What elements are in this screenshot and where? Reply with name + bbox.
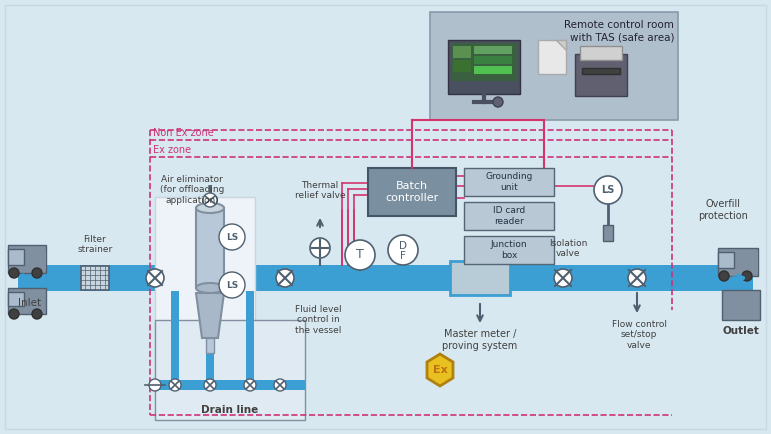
Bar	[582, 68, 620, 74]
Circle shape	[9, 309, 19, 319]
Polygon shape	[556, 40, 566, 50]
Bar	[8, 292, 24, 306]
Circle shape	[503, 271, 517, 285]
Text: Batch
controller: Batch controller	[386, 181, 439, 203]
Bar	[196, 208, 224, 288]
Bar	[464, 168, 554, 196]
Text: ID card
reader: ID card reader	[493, 206, 525, 226]
Text: Non Ex zone: Non Ex zone	[153, 128, 214, 138]
Circle shape	[9, 268, 19, 278]
Bar	[155, 320, 305, 420]
Circle shape	[219, 224, 245, 250]
Bar	[718, 248, 758, 276]
Ellipse shape	[196, 203, 224, 213]
Bar	[464, 202, 554, 230]
Bar	[474, 66, 512, 74]
Bar	[575, 54, 627, 96]
Circle shape	[388, 235, 418, 265]
Text: Flow control
set/stop
valve: Flow control set/stop valve	[611, 320, 666, 350]
Circle shape	[204, 379, 216, 391]
Bar	[451, 43, 517, 81]
Circle shape	[169, 379, 181, 391]
Circle shape	[276, 269, 294, 287]
Circle shape	[149, 379, 161, 391]
Bar	[8, 245, 46, 273]
Circle shape	[244, 379, 256, 391]
Bar	[722, 290, 760, 320]
Circle shape	[493, 97, 503, 107]
Bar	[206, 338, 214, 353]
Bar	[448, 40, 520, 94]
Circle shape	[274, 379, 286, 391]
Bar	[24, 252, 46, 270]
Text: Air eliminator
(for offloading
application): Air eliminator (for offloading applicati…	[160, 175, 224, 205]
Circle shape	[203, 193, 217, 207]
Bar	[734, 252, 758, 272]
Bar	[450, 261, 510, 295]
Circle shape	[628, 269, 646, 287]
Bar	[18, 265, 753, 291]
Text: Junction
box: Junction box	[490, 240, 527, 260]
Bar	[474, 56, 512, 64]
Text: F: F	[400, 251, 406, 261]
Text: with TAS (safe area): with TAS (safe area)	[570, 32, 674, 42]
Polygon shape	[427, 354, 453, 386]
Text: Thermal
relief valve: Thermal relief valve	[295, 181, 345, 200]
Bar	[81, 266, 109, 290]
Circle shape	[219, 272, 245, 298]
Bar	[155, 197, 255, 382]
Ellipse shape	[196, 283, 224, 293]
Bar	[155, 380, 305, 390]
Text: Isolation
valve: Isolation valve	[549, 239, 588, 258]
Text: D: D	[399, 241, 407, 251]
Circle shape	[310, 238, 330, 258]
Text: Master meter /
proving system: Master meter / proving system	[443, 329, 517, 351]
Bar	[8, 249, 24, 265]
Text: LS: LS	[226, 233, 238, 241]
Circle shape	[345, 240, 375, 270]
Text: T: T	[356, 249, 364, 262]
Bar	[430, 12, 678, 120]
Bar	[580, 46, 622, 60]
Bar	[206, 291, 214, 380]
Bar	[453, 60, 471, 72]
Text: Ex: Ex	[433, 365, 447, 375]
Text: Grounding
unit: Grounding unit	[485, 172, 533, 192]
Circle shape	[742, 271, 752, 281]
Bar	[474, 46, 512, 54]
Bar	[246, 291, 254, 380]
Bar	[205, 265, 215, 331]
Circle shape	[146, 269, 164, 287]
Bar	[453, 46, 471, 58]
Text: Ex zone: Ex zone	[153, 145, 191, 155]
Text: LS: LS	[226, 280, 238, 289]
Text: Drain line: Drain line	[201, 405, 258, 415]
Circle shape	[554, 269, 572, 287]
Bar	[603, 225, 613, 241]
Bar	[8, 288, 46, 314]
Circle shape	[443, 271, 457, 285]
Circle shape	[719, 271, 729, 281]
Circle shape	[594, 176, 622, 204]
Text: Filter
strainer: Filter strainer	[77, 235, 113, 254]
Polygon shape	[196, 293, 224, 338]
Bar	[171, 291, 179, 380]
Bar	[368, 168, 456, 216]
Text: Remote control room: Remote control room	[564, 20, 674, 30]
Text: Inlet: Inlet	[19, 298, 42, 308]
Bar	[464, 236, 554, 264]
Text: Outlet: Outlet	[722, 326, 759, 336]
Circle shape	[32, 309, 42, 319]
Text: Fluid level
control in
the vessel: Fluid level control in the vessel	[295, 305, 342, 335]
Text: LS: LS	[601, 185, 614, 195]
Bar	[538, 40, 566, 74]
Text: Overfill
protection: Overfill protection	[698, 199, 748, 221]
Bar	[718, 252, 734, 268]
Circle shape	[32, 268, 42, 278]
